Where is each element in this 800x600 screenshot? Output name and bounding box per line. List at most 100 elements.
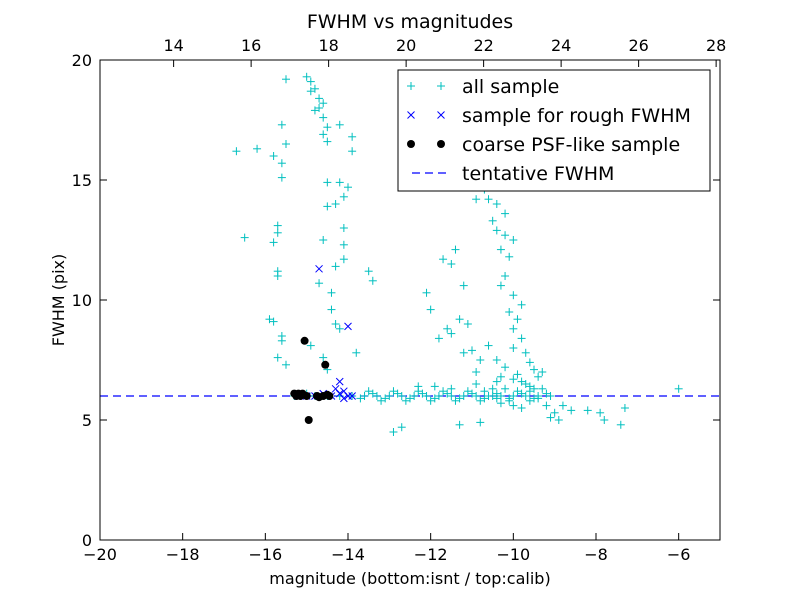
legend-x-right (437, 111, 445, 119)
rough-sample-point (348, 392, 356, 400)
all-sample-point (492, 200, 501, 208)
all-sample-point (480, 387, 489, 396)
all-sample-point (517, 389, 526, 398)
all-sample-point (525, 396, 534, 405)
all-sample-point (463, 320, 472, 328)
y-tick-label: 20 (72, 51, 92, 70)
all-sample-point (282, 140, 290, 148)
all-sample-point (319, 236, 328, 244)
all-sample-point (397, 423, 406, 432)
all-sample-point (277, 159, 286, 168)
all-sample-point (509, 324, 518, 333)
all-sample-point (253, 144, 262, 153)
all-sample-point (331, 200, 340, 208)
all-sample-point (339, 240, 348, 249)
x-axis-label: magnitude (bottom:isnt / top:calib) (269, 569, 550, 588)
all-sample-point (509, 344, 518, 352)
all-sample-point (674, 384, 683, 393)
legend-plus-left (407, 82, 415, 90)
all-sample-point (406, 394, 414, 403)
legend-marker-plus (407, 82, 445, 90)
all-sample-point (310, 84, 319, 93)
legend-label-tentative-fwhm: tentative FWHM (462, 163, 614, 185)
all-sample-point (538, 368, 547, 376)
all-sample-point (389, 387, 398, 396)
legend-box (397, 69, 711, 192)
all-sample-point (372, 392, 381, 400)
all-sample-point (583, 406, 592, 415)
all-sample-point (443, 389, 452, 398)
top-tick-label: 18 (318, 36, 338, 55)
all-sample-point (546, 413, 555, 422)
all-sample-point (426, 305, 435, 314)
all-sample-point (620, 404, 629, 412)
all-sample-point (335, 120, 344, 129)
psf-sample-point (323, 390, 332, 399)
all-sample-point (306, 77, 315, 86)
all-sample-point (282, 360, 290, 369)
all-sample-point (439, 255, 448, 264)
all-sample-point (501, 231, 510, 240)
all-sample-point (282, 75, 290, 84)
all-sample-point (434, 334, 443, 343)
all-sample-point (496, 245, 505, 254)
all-sample-point (397, 392, 406, 400)
all-sample-point (344, 183, 352, 192)
all-sample-point (319, 113, 328, 122)
all-sample-point (492, 389, 501, 398)
all-sample-point (364, 267, 373, 276)
psf-sample-point (321, 360, 330, 369)
legend-plus-right (437, 82, 445, 90)
all-sample-point (315, 279, 324, 288)
rough-sample-point (340, 394, 348, 403)
all-sample-point (368, 389, 377, 398)
all-sample-point (542, 389, 551, 398)
all-sample-point (459, 348, 468, 357)
all-sample-point (434, 392, 443, 400)
y-axis-label: FWHM (pix) (49, 254, 68, 347)
all-sample-point (393, 389, 402, 398)
psf-sample-point (315, 393, 324, 402)
all-sample-point (422, 392, 431, 400)
x-axis-bottom: −20 −18 −16 −14 −12 −10 −8 −6 (83, 533, 690, 564)
all-sample-point (521, 392, 530, 400)
all-sample-point (277, 173, 286, 182)
all-sample-point (496, 281, 505, 290)
all-sample-point (484, 195, 493, 204)
all-sample-point (327, 288, 336, 297)
legend-label-rough-sample: sample for rough FWHM (462, 105, 691, 127)
all-sample-point (447, 384, 456, 393)
top-tick-label: 20 (396, 36, 416, 55)
all-sample-point (501, 209, 510, 218)
all-sample-point (459, 392, 468, 400)
all-sample-point (269, 152, 278, 160)
all-sample-point (377, 396, 386, 405)
all-sample-point (269, 238, 278, 247)
all-sample-point (273, 272, 282, 280)
all-sample-point (521, 380, 530, 388)
all-sample-point (546, 392, 555, 400)
all-sample-point (596, 408, 605, 417)
all-sample-point (472, 380, 481, 388)
all-sample-point (496, 399, 505, 408)
all-sample-point (513, 387, 522, 396)
all-sample-point (455, 394, 464, 403)
all-sample-point (472, 368, 481, 376)
rough-sample-point (344, 322, 352, 331)
all-sample-point (534, 392, 543, 400)
top-tick-label: 26 (628, 36, 648, 55)
all-sample-point (521, 348, 530, 357)
all-sample-point (339, 192, 348, 201)
top-tick-label: 22 (473, 36, 493, 55)
all-sample-point (455, 420, 464, 429)
all-sample-point (542, 401, 551, 410)
all-sample-point (476, 418, 485, 427)
legend-entry-all-sample: all sample (407, 76, 559, 98)
all-sample-point (443, 324, 452, 333)
legend-entry-rough-sample: sample for rough FWHM (407, 105, 691, 127)
psf-sample-point (302, 392, 311, 400)
all-sample-point (558, 401, 567, 410)
all-sample-point (422, 288, 431, 297)
all-sample-point (468, 389, 476, 398)
